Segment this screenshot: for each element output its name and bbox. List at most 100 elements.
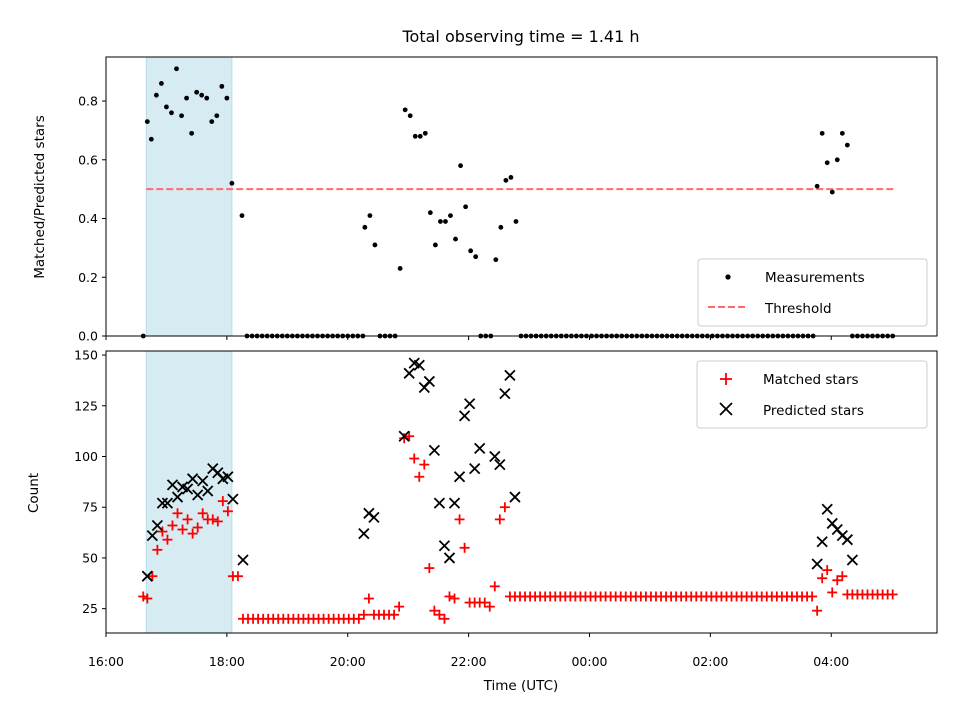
matched-star-point — [358, 609, 369, 620]
bottom-panel: 25 50 75 100 125 150 16:00 18:00 20:00 22:00 00:0… — [26, 348, 938, 694]
legend-measurements-label: Measurements — [765, 270, 865, 286]
matched-star-point — [817, 573, 828, 584]
measurement-point — [503, 177, 509, 183]
measurement-point — [204, 95, 210, 101]
top-shaded-region — [145, 56, 233, 337]
bottom-legend-box — [696, 360, 928, 429]
matched-star-point — [807, 591, 818, 602]
predicted-star-point — [499, 387, 511, 400]
predicted-star-point — [237, 554, 249, 566]
measurement-point — [153, 92, 159, 98]
measurement-point — [174, 66, 179, 72]
legend-predicted-label: Predicted stars — [763, 403, 864, 419]
matched-star-point — [479, 597, 490, 608]
measurement-point — [184, 95, 189, 101]
matched-star-point — [197, 508, 208, 519]
measurement-point — [463, 204, 468, 210]
matched-star-point — [489, 581, 500, 592]
measurement-point — [239, 213, 245, 218]
bottom-y-tick-label: 25 — [82, 601, 98, 616]
measurement-point — [834, 157, 840, 163]
matched-star-point — [419, 459, 430, 470]
predicted-star-point — [428, 444, 441, 457]
measurement-point — [824, 160, 830, 166]
matched-star-point — [212, 516, 223, 527]
predicted-stars-points — [141, 357, 859, 582]
predicted-star-point — [489, 450, 501, 463]
matched-star-point — [812, 605, 823, 616]
x-axis-label: Time (UTC) — [483, 678, 559, 694]
matched-star-point — [837, 571, 848, 582]
matched-star-point — [499, 502, 510, 513]
measurement-point — [432, 242, 438, 248]
measurement-point — [214, 113, 220, 119]
measurement-point — [159, 81, 164, 86]
bottom-x-ticks: 16:00 18:00 20:00 22:00 00:00 02:00 04:00 — [88, 633, 849, 669]
legend-matched-label: Matched stars — [763, 372, 859, 388]
measurement-point — [209, 119, 215, 125]
measurement-point — [422, 130, 428, 136]
matched-star-point — [424, 563, 435, 574]
matched-star-point — [162, 534, 173, 545]
measurement-point — [148, 136, 154, 142]
measurement-point — [362, 224, 368, 230]
legend-matched-marker — [720, 373, 732, 385]
top-x-ticks — [105, 336, 832, 340]
predicted-star-point — [433, 497, 446, 509]
measurement-point — [169, 110, 174, 116]
matched-star-point — [222, 506, 233, 517]
matched-star-point — [217, 496, 228, 507]
x-tick-label: 18:00 — [209, 654, 245, 669]
measurement-point — [219, 83, 225, 89]
matched-star-point — [192, 522, 203, 533]
predicted-star-point — [197, 475, 209, 487]
predicted-star-point — [453, 471, 466, 483]
measurement-point — [189, 130, 195, 136]
predicted-star-point — [141, 570, 153, 582]
x-tick-label: 20:00 — [330, 654, 366, 669]
x-tick-label: 02:00 — [692, 654, 728, 669]
bottom-y-tick-label: 75 — [82, 500, 98, 515]
predicted-star-point — [816, 536, 828, 548]
measurement-point — [144, 119, 150, 125]
measurement-point — [372, 242, 378, 248]
predicted-star-point — [171, 491, 184, 503]
bottom-y-tick-label: 50 — [82, 550, 98, 565]
matched-star-point — [157, 526, 168, 537]
measurement-point — [839, 130, 845, 136]
matched-star-point — [167, 520, 178, 531]
predicted-star-point — [227, 493, 239, 505]
bottom-y-tick-label: 100 — [74, 449, 98, 464]
measurement-point — [814, 183, 820, 189]
measurement-point — [194, 89, 200, 95]
predicted-star-point — [222, 471, 234, 483]
top-y-axis-label: Matched/Predicted stars — [32, 115, 48, 278]
predicted-star-point — [161, 497, 174, 509]
matched-star-point — [449, 593, 460, 604]
matched-star-point — [353, 613, 364, 624]
matched-star-point — [827, 587, 838, 598]
matched-star-point — [172, 508, 183, 519]
predicted-star-point — [413, 359, 425, 371]
top-y-tick-label: 0.0 — [78, 329, 98, 344]
measurement-point — [513, 219, 519, 224]
matched-star-point — [232, 571, 243, 582]
legend-threshold-label: Threshold — [764, 301, 832, 317]
matched-star-point — [429, 605, 440, 616]
predicted-star-point — [156, 497, 169, 509]
measurement-point — [179, 113, 184, 119]
matched-star-point — [389, 609, 400, 620]
matched-star-point — [399, 433, 410, 444]
top-y-tick-label: 0.2 — [78, 270, 98, 285]
matched-star-point — [207, 514, 218, 525]
matched-star-point — [142, 593, 153, 604]
matched-star-point — [394, 601, 405, 612]
bottom-axes-frame — [105, 350, 938, 634]
measurement-point — [498, 224, 504, 230]
matched-star-point — [444, 591, 455, 602]
predicted-star-point — [181, 483, 194, 495]
chart-title: Total observing time = 1.41 h — [401, 27, 639, 46]
predicted-star-point — [166, 479, 179, 491]
matched-star-point — [484, 601, 495, 612]
predicted-star-point — [186, 473, 199, 485]
